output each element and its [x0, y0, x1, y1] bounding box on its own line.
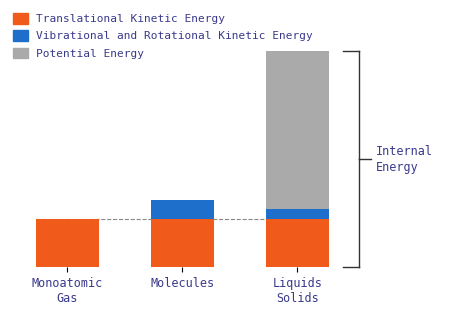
- Legend: Translational Kinetic Energy, Vibrational and Rotational Kinetic Energy, Potenti: Translational Kinetic Energy, Vibrationa…: [10, 10, 317, 62]
- Bar: [151, 219, 214, 267]
- Bar: [151, 200, 214, 219]
- Text: Internal
Energy: Internal Energy: [375, 145, 432, 174]
- Bar: [36, 219, 99, 267]
- Bar: [266, 219, 329, 267]
- Bar: [266, 209, 329, 219]
- Bar: [266, 51, 329, 209]
